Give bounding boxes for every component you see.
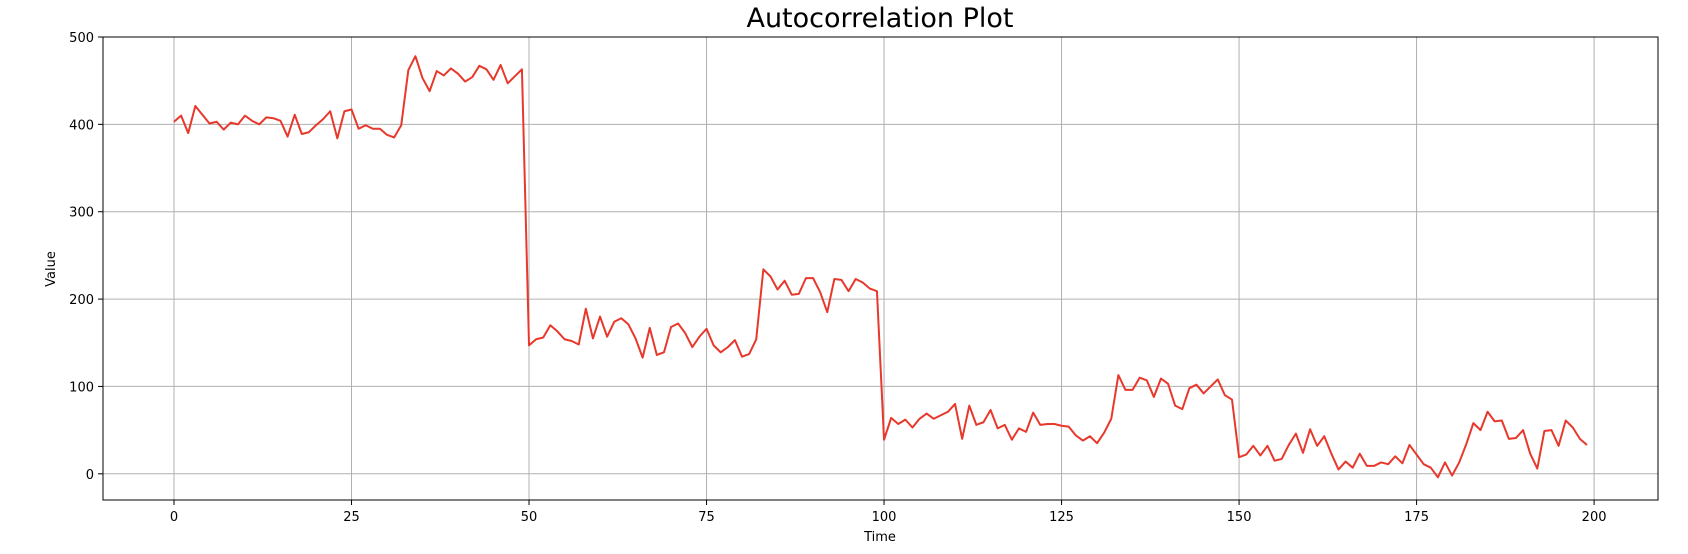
chart-title: Autocorrelation Plot — [746, 3, 1013, 34]
y-tick-label: 300 — [69, 206, 94, 221]
grid-layer — [103, 36, 1658, 500]
x-tick-label: 200 — [1582, 510, 1607, 525]
y-tick-label: 200 — [69, 293, 94, 308]
y-axis-label: Value — [44, 251, 59, 287]
x-tick-label: 75 — [698, 510, 715, 525]
plot-frame — [102, 36, 1659, 501]
y-tick-label: 100 — [69, 380, 94, 395]
x-tick-label: 0 — [170, 510, 178, 525]
x-tick-label: 125 — [1049, 510, 1074, 525]
y-tick-label: 0 — [86, 468, 94, 483]
series-layer — [173, 55, 1588, 479]
x-tick-label: 50 — [521, 510, 538, 525]
x-axis-label: Time — [863, 530, 896, 545]
tick-layer: 0 25 50 75 100 125 150 175 200 0 100 200 300 400 500 — [69, 31, 1606, 525]
x-tick-label: 100 — [872, 510, 897, 525]
x-tick-label: 175 — [1404, 510, 1429, 525]
y-tick-label: 400 — [69, 118, 94, 133]
x-tick-label: 25 — [343, 510, 360, 525]
series-line — [173, 55, 1588, 479]
y-tick-label: 500 — [69, 31, 94, 46]
x-tick-label: 150 — [1227, 510, 1252, 525]
